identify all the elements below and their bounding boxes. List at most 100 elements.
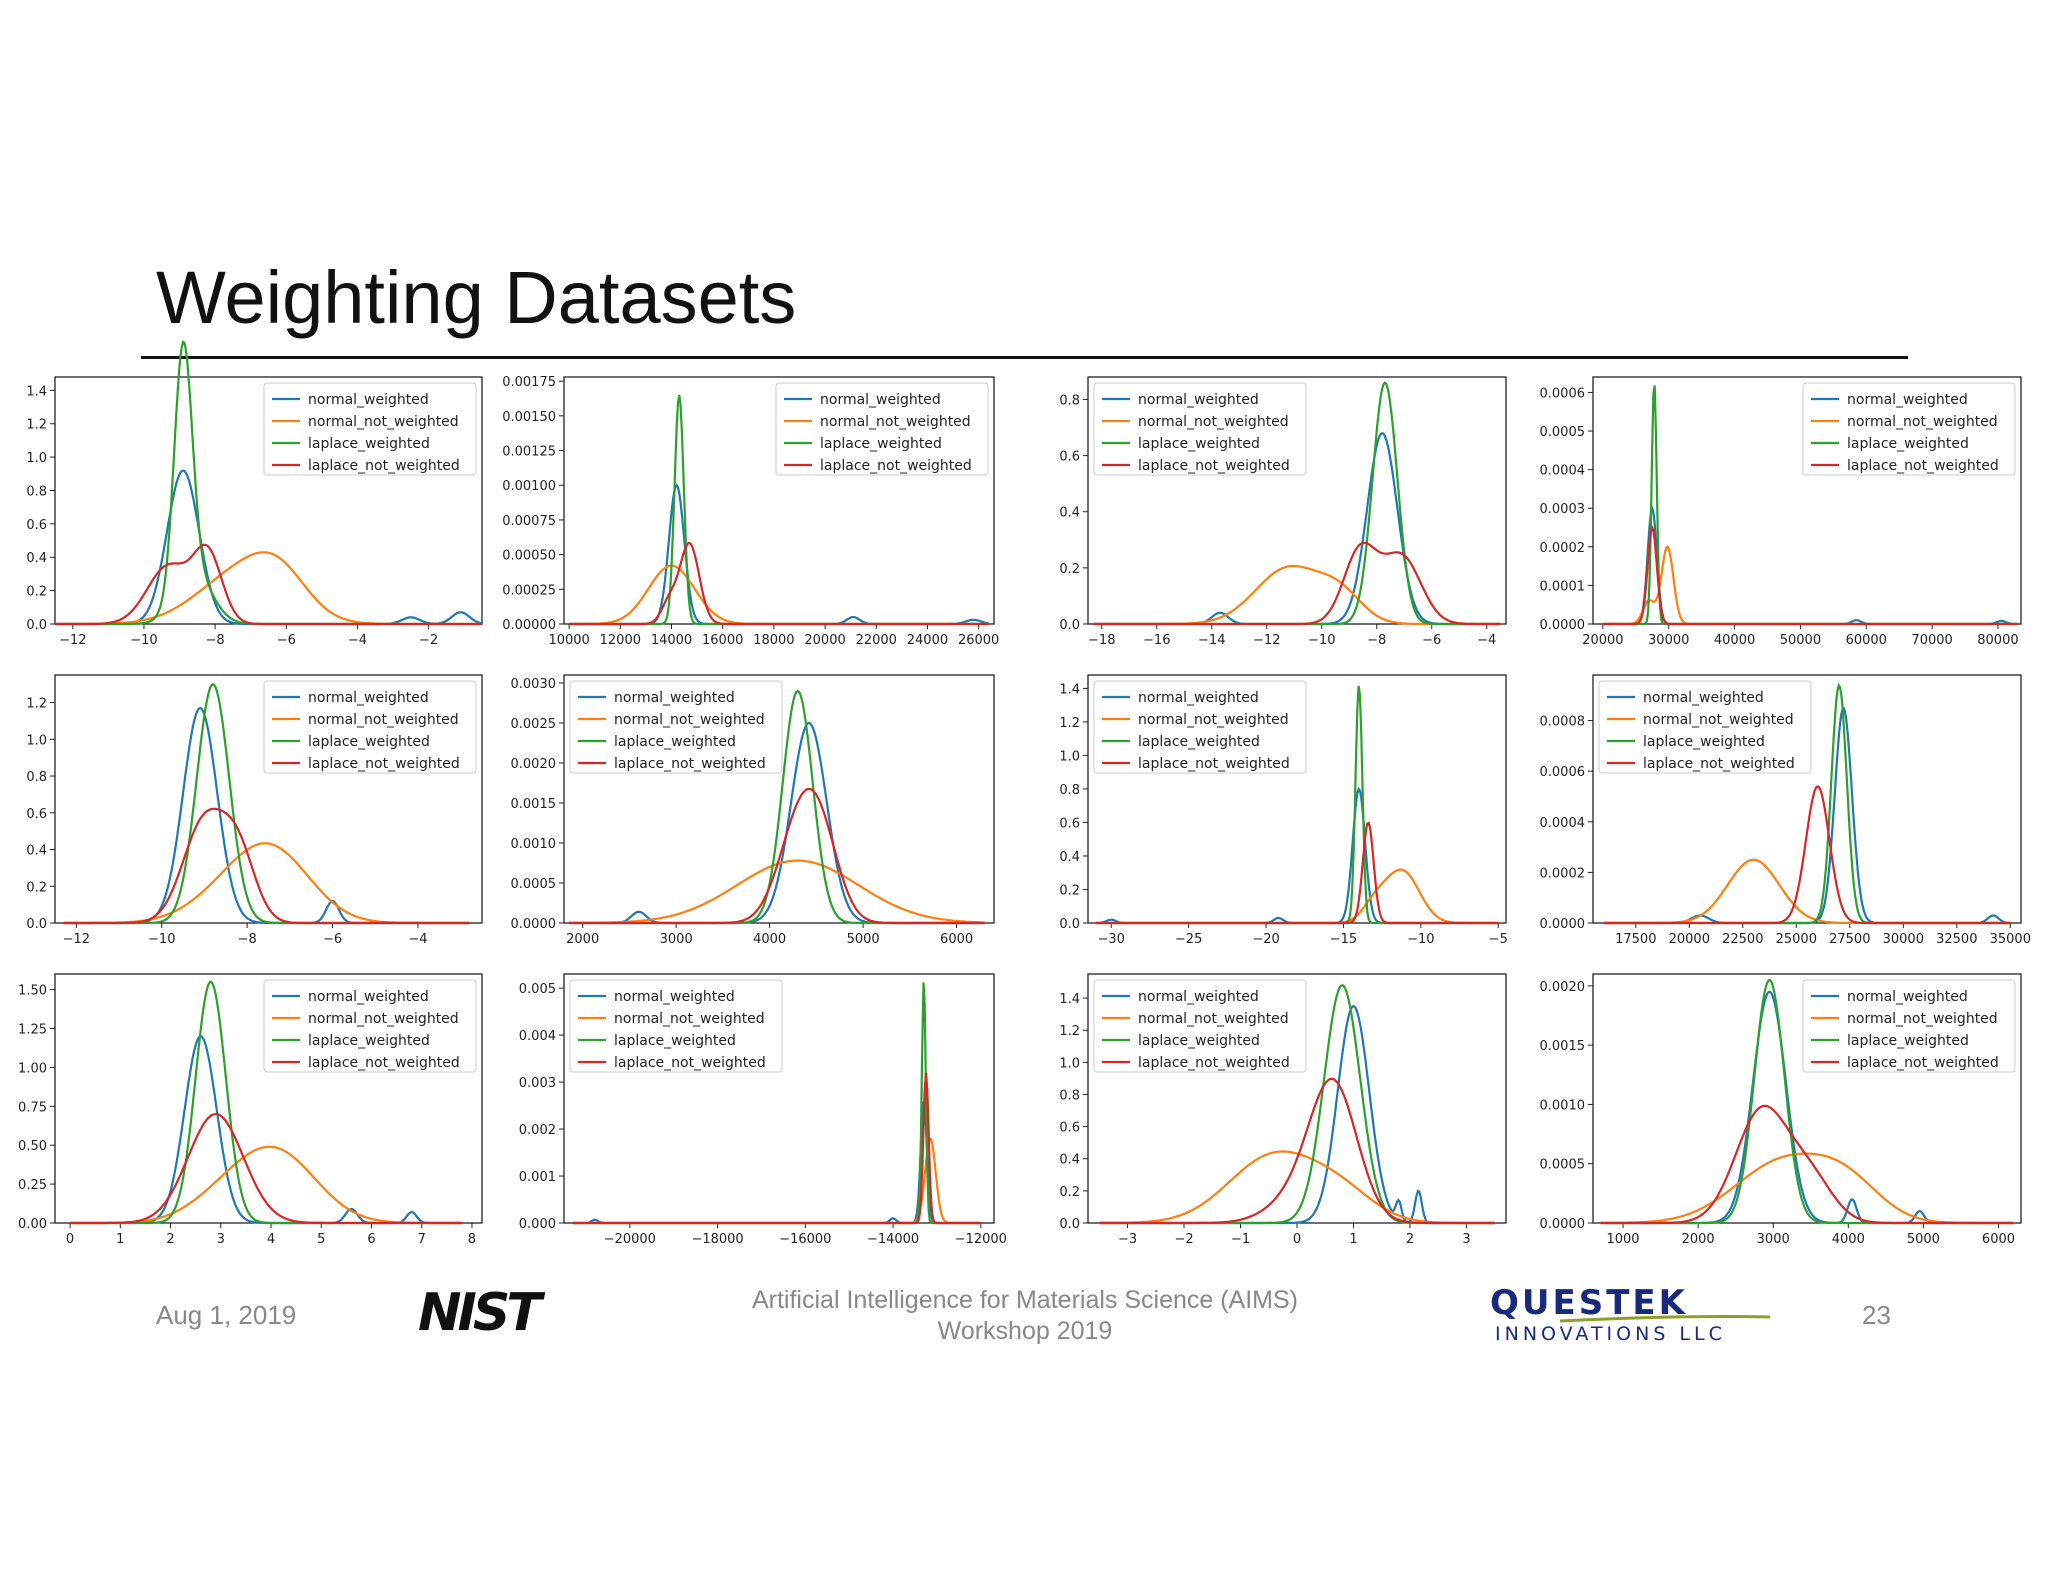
chart-panel-4: 20000 30000 40000 50000 60000 70000 80000 0.000… — [1540, 376, 2022, 648]
x-tick-label: −14 — [1198, 633, 1225, 648]
legend-label: normal_weighted — [1138, 392, 1259, 408]
series-line-laplace_not_weighted — [1602, 524, 2018, 626]
x-tick-label: 70000 — [1911, 633, 1952, 648]
series-line-laplace_not_weighted — [1603, 785, 2011, 925]
legend-label: laplace_weighted — [1138, 1033, 1260, 1049]
x-tick-label: 1 — [116, 1232, 124, 1247]
y-tick-label: 0.25 — [18, 1178, 47, 1193]
x-tick-label: −12000 — [955, 1232, 1007, 1247]
y-tick-label: 0.0 — [1059, 1217, 1080, 1232]
y-tick-label: 0.8 — [26, 484, 47, 499]
footer-date: Aug 1, 2019 — [156, 1300, 297, 1330]
x-tick-label: 10000 — [548, 633, 589, 648]
legend-label: normal_not_weighted — [308, 712, 459, 728]
legend: normal_weighted normal_not_weightedlaplac… — [775, 382, 989, 476]
chart-panel-10: −20000 −18000 −16000 −14000 −12000 0.000 0.001… — [519, 973, 1007, 1247]
x-tick-label: −14000 — [867, 1232, 919, 1247]
y-tick-label: 0.2 — [1059, 1185, 1080, 1200]
chart-panel-5: −12 −10 −8 −6 −4 0.0 0.2 0.4 0.6 0.8 1.0 1.2 normal_… — [26, 674, 483, 947]
x-tick-label: 22500 — [1722, 932, 1763, 947]
x-tick-label: −10 — [130, 633, 157, 648]
x-tick-label: 18000 — [753, 633, 794, 648]
legend-label: normal_not_weighted — [614, 1011, 765, 1027]
y-tick-label: 0.0000 — [1540, 1217, 1586, 1232]
legend-label: laplace_not_weighted — [820, 458, 972, 474]
y-tick-label: 0.2 — [26, 585, 47, 600]
x-tick-label: 2000 — [566, 932, 599, 947]
legend-box — [775, 382, 989, 476]
y-tick-label: 0.0020 — [511, 757, 557, 772]
legend-box — [263, 979, 477, 1073]
slide-title: Weighting Datasets — [156, 256, 797, 339]
y-tick-label: 0.2 — [1059, 562, 1080, 577]
legend-label: laplace_weighted — [1138, 734, 1260, 750]
y-tick-label: 0.6 — [1059, 816, 1080, 831]
legend-label: normal_not_weighted — [1138, 414, 1289, 430]
x-tick-label: −20 — [1252, 932, 1279, 947]
legend-box — [569, 680, 783, 774]
legend-box — [1802, 382, 2016, 476]
y-tick-label: 1.2 — [1059, 1024, 1080, 1039]
questek-logo: QUESTEK INNOVATIONS LLC — [1480, 1282, 1800, 1351]
legend-label: laplace_weighted — [1643, 734, 1765, 750]
x-tick-label: 0 — [66, 1232, 74, 1247]
y-tick-label: 0.00 — [18, 1217, 47, 1232]
legend-label: normal_not_weighted — [1847, 414, 1998, 430]
legend-label: laplace_weighted — [614, 1033, 736, 1049]
y-tick-label: 0.0005 — [1540, 425, 1586, 440]
y-tick-label: 1.4 — [1059, 682, 1080, 697]
legend-label: normal_weighted — [614, 989, 735, 1005]
legend: normal_weighted normal_not_weightedlaplac… — [263, 680, 477, 774]
legend-label: normal_weighted — [308, 989, 429, 1005]
y-tick-label: 0.0000 — [511, 917, 557, 932]
y-tick-label: 0.0010 — [511, 837, 557, 852]
x-tick-label: 5 — [317, 1232, 325, 1247]
y-tick-label: 0.002 — [519, 1123, 556, 1138]
legend-box — [263, 680, 477, 774]
y-tick-label: 0.0 — [1059, 917, 1080, 932]
series-line-laplace_not_weighted — [572, 1072, 981, 1225]
y-tick-label: 0.75 — [18, 1100, 47, 1115]
y-tick-label: 0.00125 — [502, 445, 556, 460]
x-tick-label: 22000 — [856, 633, 897, 648]
y-tick-label: 0.4 — [1059, 506, 1080, 521]
x-tick-label: 2 — [166, 1232, 174, 1247]
x-tick-label: 7 — [418, 1232, 426, 1247]
y-tick-label: 0.2 — [26, 880, 47, 895]
y-tick-label: 0.6 — [26, 807, 47, 822]
legend-label: normal_not_weighted — [308, 1011, 459, 1027]
legend: normal_weighted normal_not_weightedlaplac… — [1093, 382, 1307, 476]
y-tick-label: 0.0008 — [1540, 715, 1586, 730]
svg-text:INNOVATIONS LLC: INNOVATIONS LLC — [1495, 1323, 1726, 1345]
x-tick-label: 50000 — [1780, 633, 1821, 648]
legend-label: laplace_not_weighted — [308, 458, 460, 474]
legend-box — [1802, 979, 2016, 1073]
chart-panel-1: −12 −10 −8 −6 −4 −2 0.0 0.2 0.4 0.6 0.8 1.0 1.2 1.4 no… — [26, 340, 483, 648]
x-tick-label: −4 — [1477, 633, 1496, 648]
x-tick-label: 27500 — [1829, 932, 1870, 947]
series-line-laplace_not_weighted — [1600, 1104, 2014, 1225]
y-tick-label: 0.50 — [18, 1139, 47, 1154]
y-tick-label: 1.4 — [1059, 992, 1080, 1007]
footer-event-line1: Artificial Intelligence for Materials Sc… — [751, 1286, 1299, 1314]
legend-label: normal_weighted — [308, 392, 429, 408]
x-tick-label: 2000 — [1682, 1232, 1715, 1247]
y-tick-label: 0.8 — [1059, 783, 1080, 798]
legend-label: laplace_not_weighted — [1138, 458, 1290, 474]
y-tick-label: 0.0006 — [1540, 765, 1586, 780]
y-tick-label: 0.4 — [1059, 850, 1080, 865]
x-tick-label: −10 — [1407, 932, 1434, 947]
legend: normal_weighted normal_not_weightedlaplac… — [1802, 382, 2016, 476]
legend-label: normal_weighted — [614, 690, 735, 706]
legend-label: laplace_not_weighted — [614, 756, 766, 772]
x-tick-label: 20000 — [1669, 932, 1710, 947]
x-tick-label: −12 — [59, 633, 86, 648]
x-tick-label: 24000 — [907, 633, 948, 648]
y-tick-label: 0.00050 — [502, 549, 556, 564]
series-line-laplace_not_weighted — [70, 1112, 462, 1225]
y-tick-label: 1.2 — [26, 418, 47, 433]
nist-logo: NIST — [418, 1283, 568, 1343]
y-tick-label: 0.0002 — [1540, 541, 1586, 556]
x-tick-label: −4 — [408, 932, 427, 947]
legend-label: normal_weighted — [308, 690, 429, 706]
